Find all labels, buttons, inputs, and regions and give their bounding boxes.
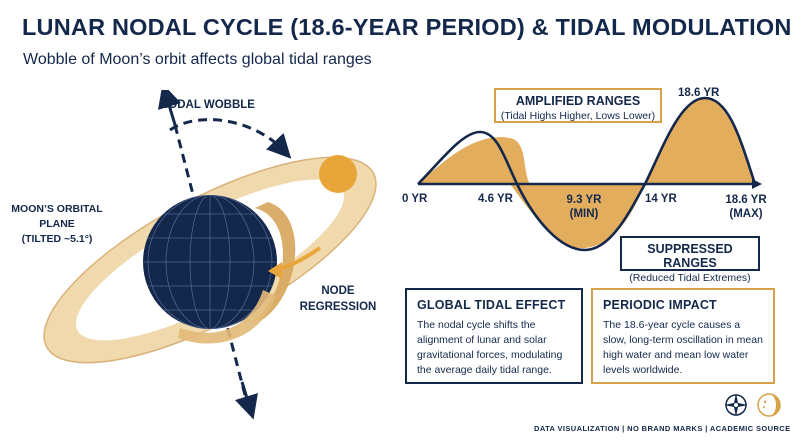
orbital-plane-front bbox=[250, 202, 296, 322]
nodal-diagram bbox=[43, 90, 377, 420]
periodic-impact-body: The 18.6-year cycle causes a slow, long-… bbox=[603, 319, 763, 376]
suppressed-ranges-sub: (Reduced Tidal Extremes) bbox=[629, 272, 751, 284]
periodic-impact-card: PERIODIC IMPACT The 18.6-year cycle caus… bbox=[591, 288, 775, 384]
positive-lobe-2 bbox=[645, 98, 755, 184]
orbital-plane-label-line3: (TILTED ~5.1°) bbox=[21, 233, 93, 245]
page-title: LUNAR NODAL CYCLE (18.6-YEAR PERIOD) & T… bbox=[22, 14, 792, 40]
global-tidal-effect-body: The nodal cycle shifts the alignment of … bbox=[417, 319, 563, 376]
nodal-wobble-arrow bbox=[169, 118, 292, 159]
axis-label-4-6: 4.6 YR bbox=[478, 193, 513, 205]
peak-label: 18.6 YR bbox=[678, 87, 720, 99]
earth bbox=[143, 195, 277, 329]
amplified-ranges-title: AMPLIFIED RANGES bbox=[515, 94, 641, 108]
node-regression-label: NODE REGRESSION bbox=[293, 283, 383, 315]
negative-lobe bbox=[510, 184, 645, 249]
axis-label-18-6-value: 18.6 YR bbox=[725, 194, 767, 206]
node-regression-label-line1: NODE bbox=[321, 285, 355, 297]
orbital-plane-label-line2: PLANE bbox=[39, 218, 75, 230]
page-subtitle: Wobble of Moon’s orbit affects global ti… bbox=[23, 51, 372, 68]
node-regression-label-line2: REGRESSION bbox=[299, 301, 377, 313]
axis-label-9-3-value: 9.3 YR bbox=[566, 194, 602, 206]
moon bbox=[319, 155, 357, 193]
footer-text: DATA VISUALIZATION | NO BRAND MARKS | AC… bbox=[534, 424, 791, 433]
global-tidal-effect-card: GLOBAL TIDAL EFFECT The nodal cycle shif… bbox=[405, 288, 583, 384]
wave-line bbox=[417, 96, 757, 252]
suppressed-ranges-box: SUPPRESSED RANGES (Reduced Tidal Extreme… bbox=[620, 236, 760, 284]
periodic-impact-title: PERIODIC IMPACT bbox=[603, 298, 717, 312]
global-tidal-effect-title: GLOBAL TIDAL EFFECT bbox=[417, 298, 566, 312]
axis-label-18-6: 18.6 YR (MAX) bbox=[716, 193, 776, 221]
orbital-plane-label: MOON’S ORBITAL PLANE (TILTED ~5.1°) bbox=[2, 202, 112, 247]
axis-label-min: (MIN) bbox=[569, 208, 599, 220]
axis-label-14: 14 YR bbox=[645, 193, 677, 205]
amplified-ranges-box: AMPLIFIED RANGES (Tidal Highs Higher, Lo… bbox=[494, 88, 662, 123]
orbital-plane-label-line1: MOON’S ORBITAL bbox=[11, 203, 103, 215]
amplified-ranges-sub: (Tidal Highs Higher, Lows Lower) bbox=[500, 110, 656, 122]
nodal-wobble-label: NODAL WOBBLE bbox=[160, 99, 255, 111]
axis-label-0: 0 YR bbox=[402, 193, 428, 205]
suppressed-ranges-title: SUPPRESSED RANGES bbox=[647, 242, 733, 270]
axis-label-max: (MAX) bbox=[729, 208, 763, 220]
compass-icon bbox=[724, 393, 748, 417]
moon-phase-icon bbox=[757, 393, 781, 417]
axis-label-9-3: 9.3 YR (MIN) bbox=[559, 193, 609, 221]
tidal-cycle-chart bbox=[417, 96, 762, 252]
